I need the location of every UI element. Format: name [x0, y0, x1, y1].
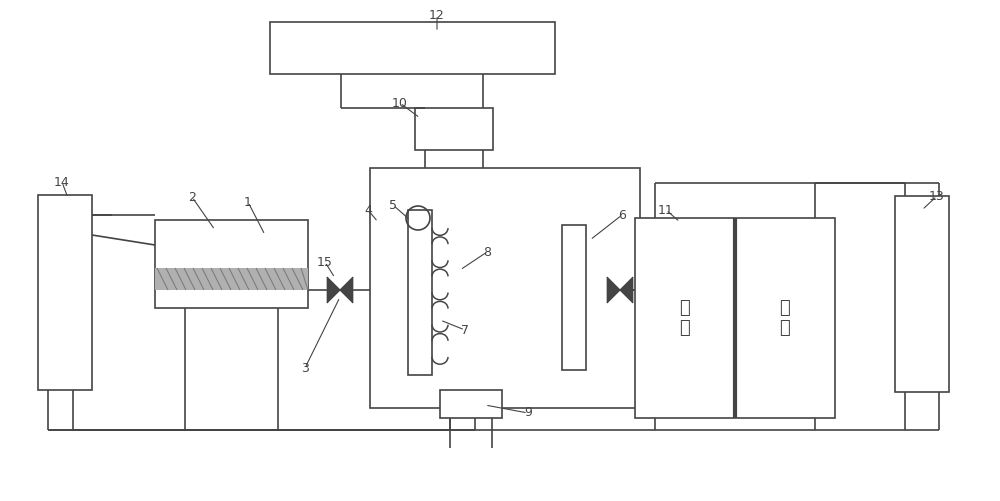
Bar [440, 390, 502, 418]
Text: 1: 1 [244, 195, 252, 208]
Text: 厌
氧: 厌 氧 [680, 299, 690, 337]
Text: 13: 13 [929, 189, 945, 202]
Text: 8: 8 [483, 245, 491, 259]
Bar [415, 108, 493, 150]
Text: 6: 6 [618, 208, 626, 221]
Text: 14: 14 [54, 175, 70, 188]
Polygon shape [620, 277, 633, 303]
Polygon shape [340, 277, 353, 303]
Polygon shape [607, 277, 620, 303]
Text: 15: 15 [317, 256, 333, 269]
Text: 2: 2 [188, 190, 196, 203]
Text: 12: 12 [429, 9, 445, 22]
Text: 5: 5 [389, 198, 397, 211]
Bar [408, 210, 432, 375]
Bar [38, 195, 92, 390]
Bar [370, 168, 640, 408]
Bar [562, 225, 586, 370]
Bar [155, 268, 308, 290]
Text: 10: 10 [392, 97, 408, 110]
Text: 7: 7 [461, 324, 469, 337]
Bar [155, 220, 308, 308]
Text: 好
氧: 好 氧 [780, 299, 790, 337]
Text: 4: 4 [364, 203, 372, 216]
Bar [270, 22, 555, 74]
Polygon shape [327, 277, 340, 303]
Bar [635, 218, 835, 418]
Text: 9: 9 [524, 406, 532, 419]
Bar [895, 196, 949, 392]
Text: 11: 11 [658, 203, 674, 216]
Text: 3: 3 [301, 362, 309, 375]
